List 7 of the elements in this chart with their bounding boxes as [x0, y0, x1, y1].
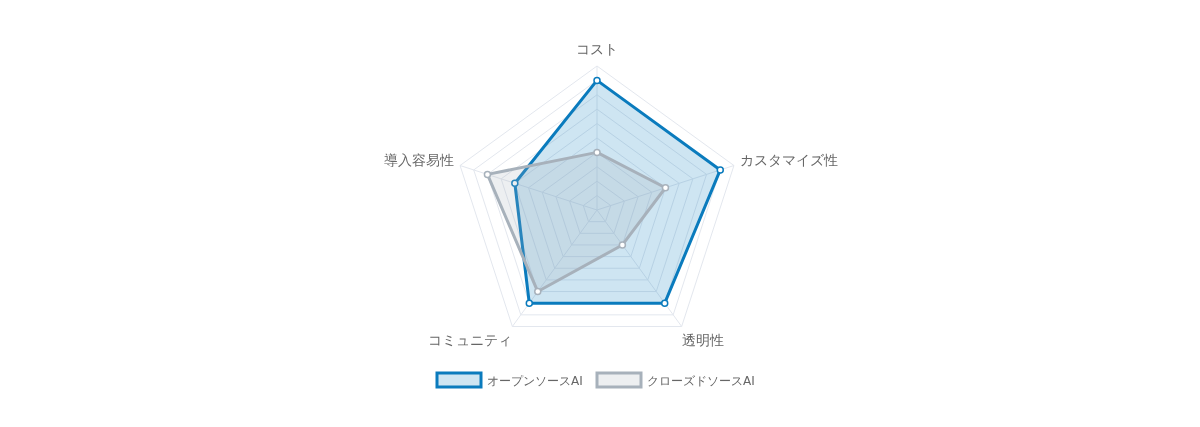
spoke-label: コスト	[576, 40, 618, 57]
spoke-label: 導入容易性	[383, 152, 454, 169]
spoke-label: コミュニティ	[428, 332, 513, 349]
legend-label: オープンソースAI	[487, 374, 583, 388]
spoke-label: カスタマイズ性	[740, 152, 839, 169]
legend-label: クローズドソースAI	[647, 374, 755, 388]
spoke-label: 透明性	[681, 332, 724, 349]
